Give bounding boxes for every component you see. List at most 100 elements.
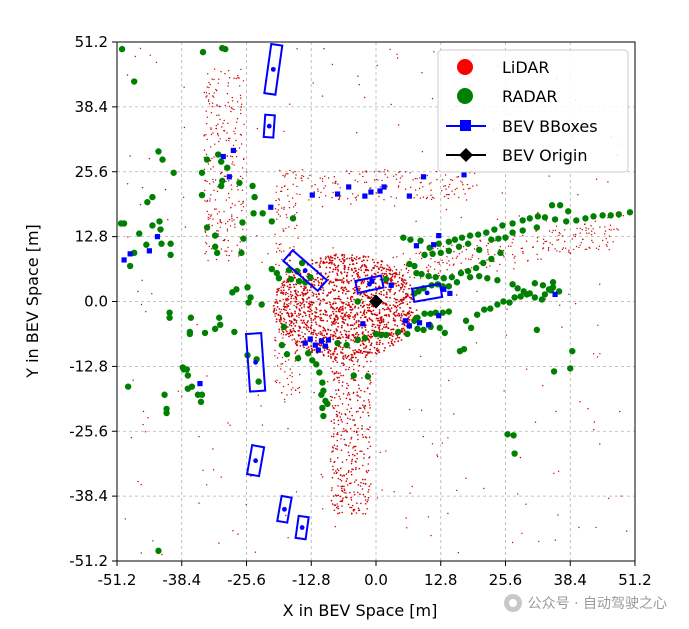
- lidar-point: [329, 255, 332, 258]
- lidar-point: [294, 312, 296, 315]
- lidar-point: [339, 416, 342, 418]
- lidar-point: [400, 269, 402, 271]
- bev-bbox-marker: [426, 322, 432, 328]
- lidar-point: [203, 134, 206, 136]
- lidar-point: [281, 186, 283, 189]
- lidar-point: [547, 248, 550, 250]
- lidar-point: [333, 319, 336, 322]
- radar-point: [166, 314, 173, 321]
- lidar-point: [411, 311, 414, 314]
- lidar-point: [184, 226, 187, 228]
- lidar-point: [224, 175, 227, 178]
- lidar-point: [210, 127, 212, 129]
- lidar-point: [602, 239, 604, 242]
- lidar-point: [229, 137, 231, 140]
- lidar-point: [431, 97, 434, 100]
- lidar-point: [289, 103, 291, 105]
- lidar-point: [144, 431, 147, 433]
- lidar-point: [561, 326, 563, 328]
- lidar-point: [448, 379, 450, 382]
- lidar-point: [568, 249, 570, 251]
- lidar-point: [389, 310, 392, 313]
- radar-point: [538, 296, 546, 303]
- lidar-point: [342, 430, 344, 433]
- lidar-point: [308, 296, 311, 299]
- lidar-point: [333, 378, 336, 380]
- watermark: 公众号 · 自动驾驶之心: [503, 593, 667, 613]
- lidar-point: [619, 410, 621, 413]
- lidar-point: [389, 345, 391, 347]
- lidar-point: [351, 468, 353, 470]
- bev-bbox-marker: [420, 174, 427, 180]
- radar-point: [472, 264, 480, 272]
- lidar-point: [371, 373, 374, 375]
- lidar-point: [299, 337, 302, 340]
- lidar-point: [342, 259, 345, 261]
- lidar-point: [283, 130, 285, 133]
- lidar-point: [286, 216, 288, 219]
- lidar-point: [295, 283, 297, 285]
- lidar-point: [399, 307, 401, 309]
- lidar-point: [341, 292, 344, 294]
- lidar-point: [382, 307, 384, 310]
- lidar-point: [220, 173, 222, 175]
- lidar-point: [317, 298, 319, 301]
- lidar-point: [426, 174, 428, 177]
- lidar-point: [331, 503, 334, 505]
- lidar-point: [234, 133, 236, 135]
- lidar-point: [363, 311, 365, 314]
- lidar-point: [375, 317, 378, 320]
- lidar-point: [288, 200, 290, 203]
- lidar-point: [327, 350, 330, 353]
- lidar-point: [228, 77, 231, 79]
- lidar-point: [342, 374, 345, 377]
- lidar-point: [346, 279, 348, 282]
- lidar-point: [341, 288, 344, 291]
- lidar-point: [219, 219, 221, 221]
- radar-point: [184, 372, 192, 379]
- lidar-point: [359, 257, 361, 259]
- lidar-point: [465, 477, 467, 479]
- lidar-point: [342, 362, 345, 365]
- lidar-point: [226, 132, 228, 134]
- lidar-point: [286, 299, 288, 301]
- lidar-point: [310, 301, 313, 303]
- lidar-point: [316, 276, 319, 279]
- lidar-point: [293, 298, 295, 300]
- lidar-point: [505, 334, 508, 336]
- radar-point: [473, 311, 481, 318]
- lidar-point: [394, 324, 396, 326]
- bev-bbox-marker: [441, 286, 447, 292]
- lidar-point: [327, 255, 329, 258]
- lidar-point: [476, 245, 478, 247]
- lidar-point: [341, 348, 344, 351]
- lidar-point: [233, 108, 235, 111]
- lidar-point: [321, 178, 324, 180]
- lidar-point: [287, 292, 289, 295]
- lidar-point: [288, 207, 291, 209]
- lidar-point: [334, 268, 337, 271]
- bev-bbox-marker: [268, 204, 274, 210]
- lidar-point: [350, 436, 353, 439]
- lidar-point: [606, 245, 608, 247]
- lidar-point: [326, 302, 328, 304]
- lidar-point: [379, 316, 382, 319]
- bev-bbox-center: [266, 123, 272, 129]
- lidar-point: [348, 393, 351, 396]
- lidar-point: [228, 105, 231, 108]
- lidar-point: [340, 260, 342, 263]
- lidar-point: [393, 340, 396, 343]
- lidar-point: [399, 177, 402, 179]
- lidar-point: [308, 313, 311, 316]
- lidar-point: [608, 235, 611, 237]
- lidar-point: [364, 496, 366, 498]
- lidar-point: [227, 246, 229, 249]
- lidar-point: [364, 269, 367, 272]
- lidar-point: [205, 153, 208, 156]
- lidar-point: [294, 325, 297, 327]
- lidar-point: [237, 189, 239, 191]
- lidar-point: [365, 470, 368, 472]
- lidar-point: [340, 413, 343, 415]
- lidar-point: [333, 504, 336, 506]
- lidar-point: [361, 377, 363, 379]
